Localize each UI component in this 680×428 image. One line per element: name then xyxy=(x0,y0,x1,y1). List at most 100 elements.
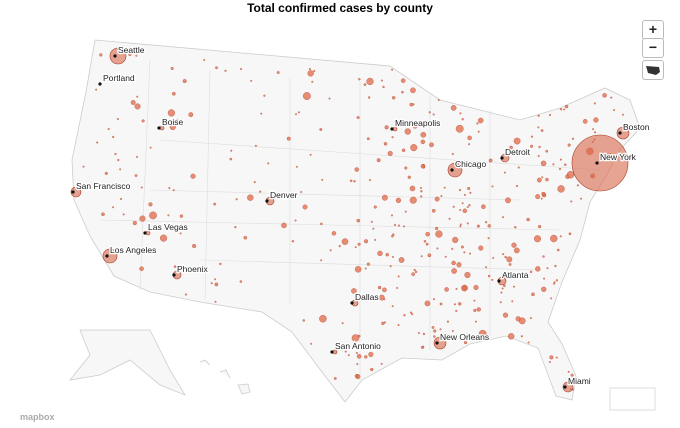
bubble xyxy=(428,111,431,114)
bubble xyxy=(526,217,530,222)
bubble xyxy=(328,97,331,100)
bubble xyxy=(310,342,313,345)
bubble xyxy=(368,351,374,357)
bubble xyxy=(139,215,146,222)
city-label: San Antonio xyxy=(335,341,381,351)
bubble xyxy=(381,194,388,201)
bubble xyxy=(505,197,511,204)
zoom-out-button[interactable]: − xyxy=(642,38,664,58)
bubble xyxy=(461,202,464,205)
bubble xyxy=(307,70,314,77)
bubble xyxy=(267,162,270,165)
bubble xyxy=(190,173,196,179)
city-bubble xyxy=(433,336,447,350)
bubble xyxy=(107,128,110,131)
bubble xyxy=(455,309,458,312)
bubble xyxy=(373,205,377,209)
zoom-in-button[interactable]: + xyxy=(642,20,664,40)
bubble xyxy=(610,96,613,99)
bubble xyxy=(567,143,571,147)
bubble xyxy=(391,96,396,100)
bubble xyxy=(541,286,547,292)
bubble xyxy=(437,99,440,101)
bubble xyxy=(320,222,323,226)
bubble xyxy=(476,122,479,125)
bubble xyxy=(286,136,291,141)
reset-view-button[interactable] xyxy=(642,60,664,80)
bubble xyxy=(431,326,435,329)
city-bubble xyxy=(571,134,629,192)
bubble xyxy=(358,78,361,81)
bubble xyxy=(383,298,386,301)
bubble xyxy=(422,332,426,336)
bubble xyxy=(176,118,179,121)
bubble xyxy=(523,272,529,277)
bubble xyxy=(210,282,213,285)
bubble xyxy=(459,223,462,226)
bubble xyxy=(487,224,491,228)
bubble xyxy=(459,209,462,211)
city-label: Minneapolis xyxy=(395,118,440,128)
bubble xyxy=(135,54,138,57)
bubble xyxy=(182,79,187,84)
bubble xyxy=(351,334,360,342)
bubble xyxy=(473,308,477,312)
bubble xyxy=(404,166,408,170)
bubble xyxy=(329,249,332,252)
puerto-rico-inset xyxy=(609,387,656,411)
bubble xyxy=(354,266,362,273)
bubble xyxy=(407,175,411,179)
bubble xyxy=(535,194,541,200)
bubble xyxy=(397,275,400,278)
bubble xyxy=(398,257,405,263)
bubble xyxy=(518,317,526,325)
bubble xyxy=(543,277,546,280)
bubble xyxy=(137,249,140,251)
bubble xyxy=(320,259,323,262)
bubble xyxy=(409,311,413,314)
bubble xyxy=(130,100,136,105)
bubble xyxy=(444,287,449,292)
bubble xyxy=(435,230,443,238)
bubble xyxy=(355,352,358,354)
city-dot xyxy=(563,385,567,389)
bubble xyxy=(451,152,454,156)
bubble xyxy=(383,142,388,146)
bubble xyxy=(364,355,368,359)
bubble xyxy=(367,96,371,99)
bubble xyxy=(451,268,457,274)
bubble xyxy=(531,292,535,297)
bubble xyxy=(410,144,418,152)
bubble xyxy=(420,131,427,138)
bubble xyxy=(464,271,471,278)
bubble xyxy=(354,246,357,249)
bubble xyxy=(167,109,175,117)
bubble xyxy=(511,242,517,248)
bubble xyxy=(420,187,422,189)
bubble xyxy=(224,69,227,72)
bubble xyxy=(529,270,533,274)
bubble xyxy=(439,328,442,331)
bubble xyxy=(82,165,85,168)
bubble xyxy=(513,137,521,145)
bubble xyxy=(313,70,316,73)
city-bubble xyxy=(109,47,127,65)
bubble xyxy=(467,186,471,190)
city-label: Detroit xyxy=(505,147,531,157)
bubble xyxy=(564,104,569,109)
bubble xyxy=(395,197,402,203)
bubble xyxy=(117,158,120,162)
bubble xyxy=(239,280,243,283)
attribution: mapbox xyxy=(20,412,55,422)
bubble xyxy=(485,266,488,269)
bubble xyxy=(380,79,383,82)
bubble xyxy=(468,204,471,207)
bubble xyxy=(136,95,139,98)
bubble xyxy=(349,179,353,183)
bubble xyxy=(253,181,256,184)
bubble xyxy=(369,179,371,182)
bubble xyxy=(530,144,534,148)
bubble xyxy=(333,377,337,380)
bubble xyxy=(550,297,553,300)
bubble xyxy=(537,155,540,158)
